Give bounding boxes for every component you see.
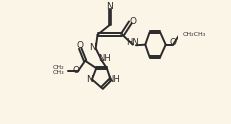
Text: CH₂
CH₃: CH₂ CH₃ [52, 65, 64, 76]
Text: N: N [106, 2, 113, 11]
Text: NH: NH [107, 75, 119, 84]
Text: O: O [169, 38, 176, 47]
Text: CH₂CH₃: CH₂CH₃ [182, 32, 206, 37]
Text: O: O [130, 17, 137, 26]
Text: N: N [86, 75, 93, 84]
Text: O: O [72, 66, 79, 75]
Text: O: O [77, 41, 84, 50]
Text: NH: NH [99, 54, 111, 63]
Text: N: N [89, 43, 96, 52]
Text: HN: HN [126, 38, 139, 47]
